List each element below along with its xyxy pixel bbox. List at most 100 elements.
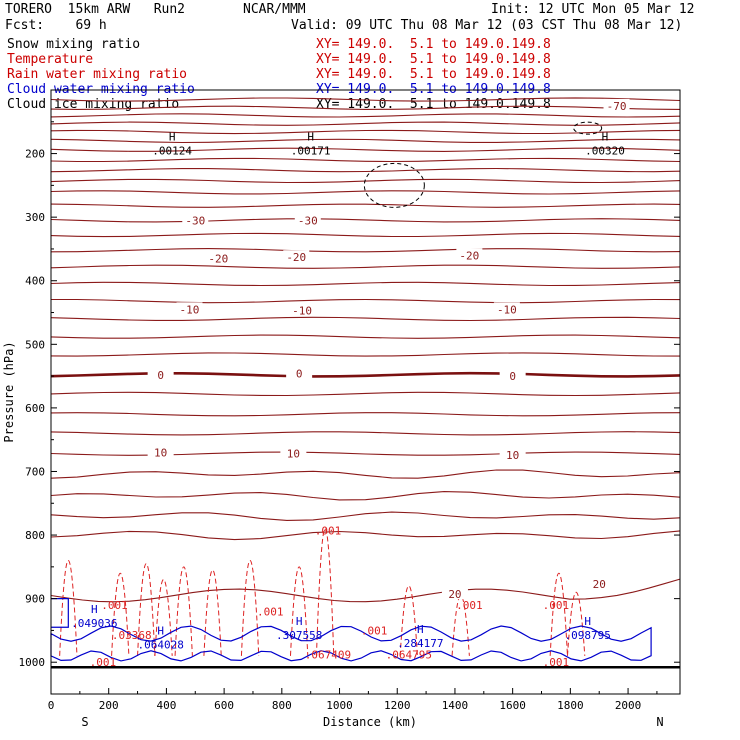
isotherm-label: -30 xyxy=(185,214,205,227)
y-tick-label: 200 xyxy=(25,148,45,161)
cloud-water-max-value: .049036 xyxy=(71,617,117,630)
y-tick-label: 500 xyxy=(25,338,45,351)
rain-water-label: .001 xyxy=(361,624,388,637)
cloud-water-max-marker: H xyxy=(296,615,303,628)
cloud-ice-max-marker: H xyxy=(169,130,176,143)
legend-temperature-xy: XY= 149.0. 5.1 to 149.0.149.8 xyxy=(316,52,551,67)
y-tick-label: 800 xyxy=(25,529,45,542)
x-tick-label: 0 xyxy=(48,699,55,712)
cloud-water-max-value: .307558 xyxy=(276,629,322,642)
isotherm-line xyxy=(50,281,681,287)
cloud-water-max-marker: H xyxy=(584,615,591,628)
rain-water-contour xyxy=(154,579,173,656)
organization-label: NCAR/MMM xyxy=(243,2,306,17)
rain-water-contour xyxy=(59,559,78,656)
x-tick-label: 1600 xyxy=(499,699,526,712)
isotherm-label: -30 xyxy=(298,214,318,227)
x-tick-label: 800 xyxy=(272,699,292,712)
isotherm-label-bg xyxy=(286,366,313,379)
x-tick-label: 2000 xyxy=(615,699,642,712)
rain-water-contour xyxy=(549,572,568,656)
isotherm-label: 10 xyxy=(506,449,519,462)
isotherm-line xyxy=(50,121,681,126)
rain-water-contour xyxy=(174,566,193,656)
rain-water-label: .001 xyxy=(257,605,284,618)
y-tick-label: 900 xyxy=(25,593,45,606)
cloud-water-max-value: .284177 xyxy=(397,637,443,650)
x-axis-south-label: S xyxy=(81,715,88,729)
isotherm-line xyxy=(50,451,681,456)
isotherm-line xyxy=(50,147,681,152)
isotherm-label-bg xyxy=(586,577,613,590)
isotherm-label: 20 xyxy=(593,578,606,591)
x-tick-label: 400 xyxy=(156,699,176,712)
isotherm-line xyxy=(50,129,681,135)
isotherm-line xyxy=(50,491,681,501)
rain-water-label: .001 xyxy=(456,599,483,612)
y-tick-label: 600 xyxy=(25,402,45,415)
isotherm-label: -20 xyxy=(459,249,479,262)
x-tick-label: 200 xyxy=(99,699,119,712)
cloud-water-max-value: .098795 xyxy=(564,629,610,642)
cloud-ice-max-marker: H xyxy=(602,130,609,143)
isotherm-line xyxy=(51,298,681,304)
isotherm-label-bg xyxy=(499,369,526,382)
x-tick-label: 600 xyxy=(214,699,234,712)
isotherm-label-bg xyxy=(283,250,310,263)
init-time-label: Init: 12 UTC Mon 05 Mar 12 xyxy=(491,2,695,17)
isotherm-line xyxy=(50,352,681,357)
y-tick-label: 700 xyxy=(25,465,45,478)
isotherm-line xyxy=(50,157,681,163)
isotherm-label-bg xyxy=(147,367,174,380)
isotherm-label: 0 xyxy=(509,370,516,383)
isotherm-line xyxy=(50,218,681,223)
isotherm-label: 0 xyxy=(296,368,303,381)
rain-water-contour xyxy=(137,563,156,656)
isotherm-line xyxy=(50,431,681,436)
x-tick-label: 1400 xyxy=(442,699,469,712)
isotherm-line xyxy=(50,167,681,173)
y-tick-label: 1000 xyxy=(19,656,46,669)
isotherm-label-bg xyxy=(294,213,321,226)
isotherm-label-bg xyxy=(176,302,203,315)
cloud-ice-contour xyxy=(573,121,603,135)
isotherm-label-bg xyxy=(205,251,232,264)
isotherm-label-bg xyxy=(603,98,630,111)
isotherm-label: -70 xyxy=(607,100,627,113)
cloud-ice-max-marker: H xyxy=(307,130,314,143)
isotherm-line xyxy=(50,412,681,417)
isotherm-line xyxy=(50,530,681,541)
rain-water-contour xyxy=(203,569,222,656)
isotherm-20-line xyxy=(50,578,681,603)
cloud-water-max-marker: H xyxy=(417,623,424,636)
rain-water-contour xyxy=(240,559,260,656)
rain-water-label: .001 xyxy=(543,656,570,669)
isotherm-line xyxy=(50,97,681,102)
isotherm-line xyxy=(50,469,681,479)
y-axis-title: Pressure (hPa) xyxy=(2,341,16,442)
isotherm-label: 10 xyxy=(154,446,167,459)
rain-water-label: .064795 xyxy=(386,649,432,662)
x-axis-title: Distance (km) xyxy=(323,715,417,729)
isotherm-label-bg xyxy=(147,445,174,458)
isotherm-label: 0 xyxy=(157,369,164,382)
isotherm-label: -20 xyxy=(286,251,306,264)
x-axis-north-label: N xyxy=(656,715,663,729)
isotherm-label-bg xyxy=(280,446,307,459)
y-tick-label: 300 xyxy=(25,211,45,224)
valid-time-label: Valid: 09 UTC Thu 08 Mar 12 (03 CST Thu … xyxy=(291,18,683,33)
isotherm-label-bg xyxy=(182,213,209,226)
rain-water-label: .001 xyxy=(315,525,342,538)
x-tick-label: 1200 xyxy=(384,699,411,712)
isotherm-line xyxy=(50,203,681,208)
isotherm-line xyxy=(50,113,681,118)
isotherm-line xyxy=(50,178,681,184)
cloud-water-max-value: .064028 xyxy=(137,638,183,651)
legend-snow-name: Snow mixing ratio xyxy=(7,37,141,52)
legend-temperature-name: Temperature xyxy=(7,52,94,67)
isotherm-line xyxy=(50,334,681,339)
isotherm-label-bg xyxy=(499,447,526,460)
isotherm-line xyxy=(50,105,681,110)
isotherm-label: -20 xyxy=(208,252,228,265)
